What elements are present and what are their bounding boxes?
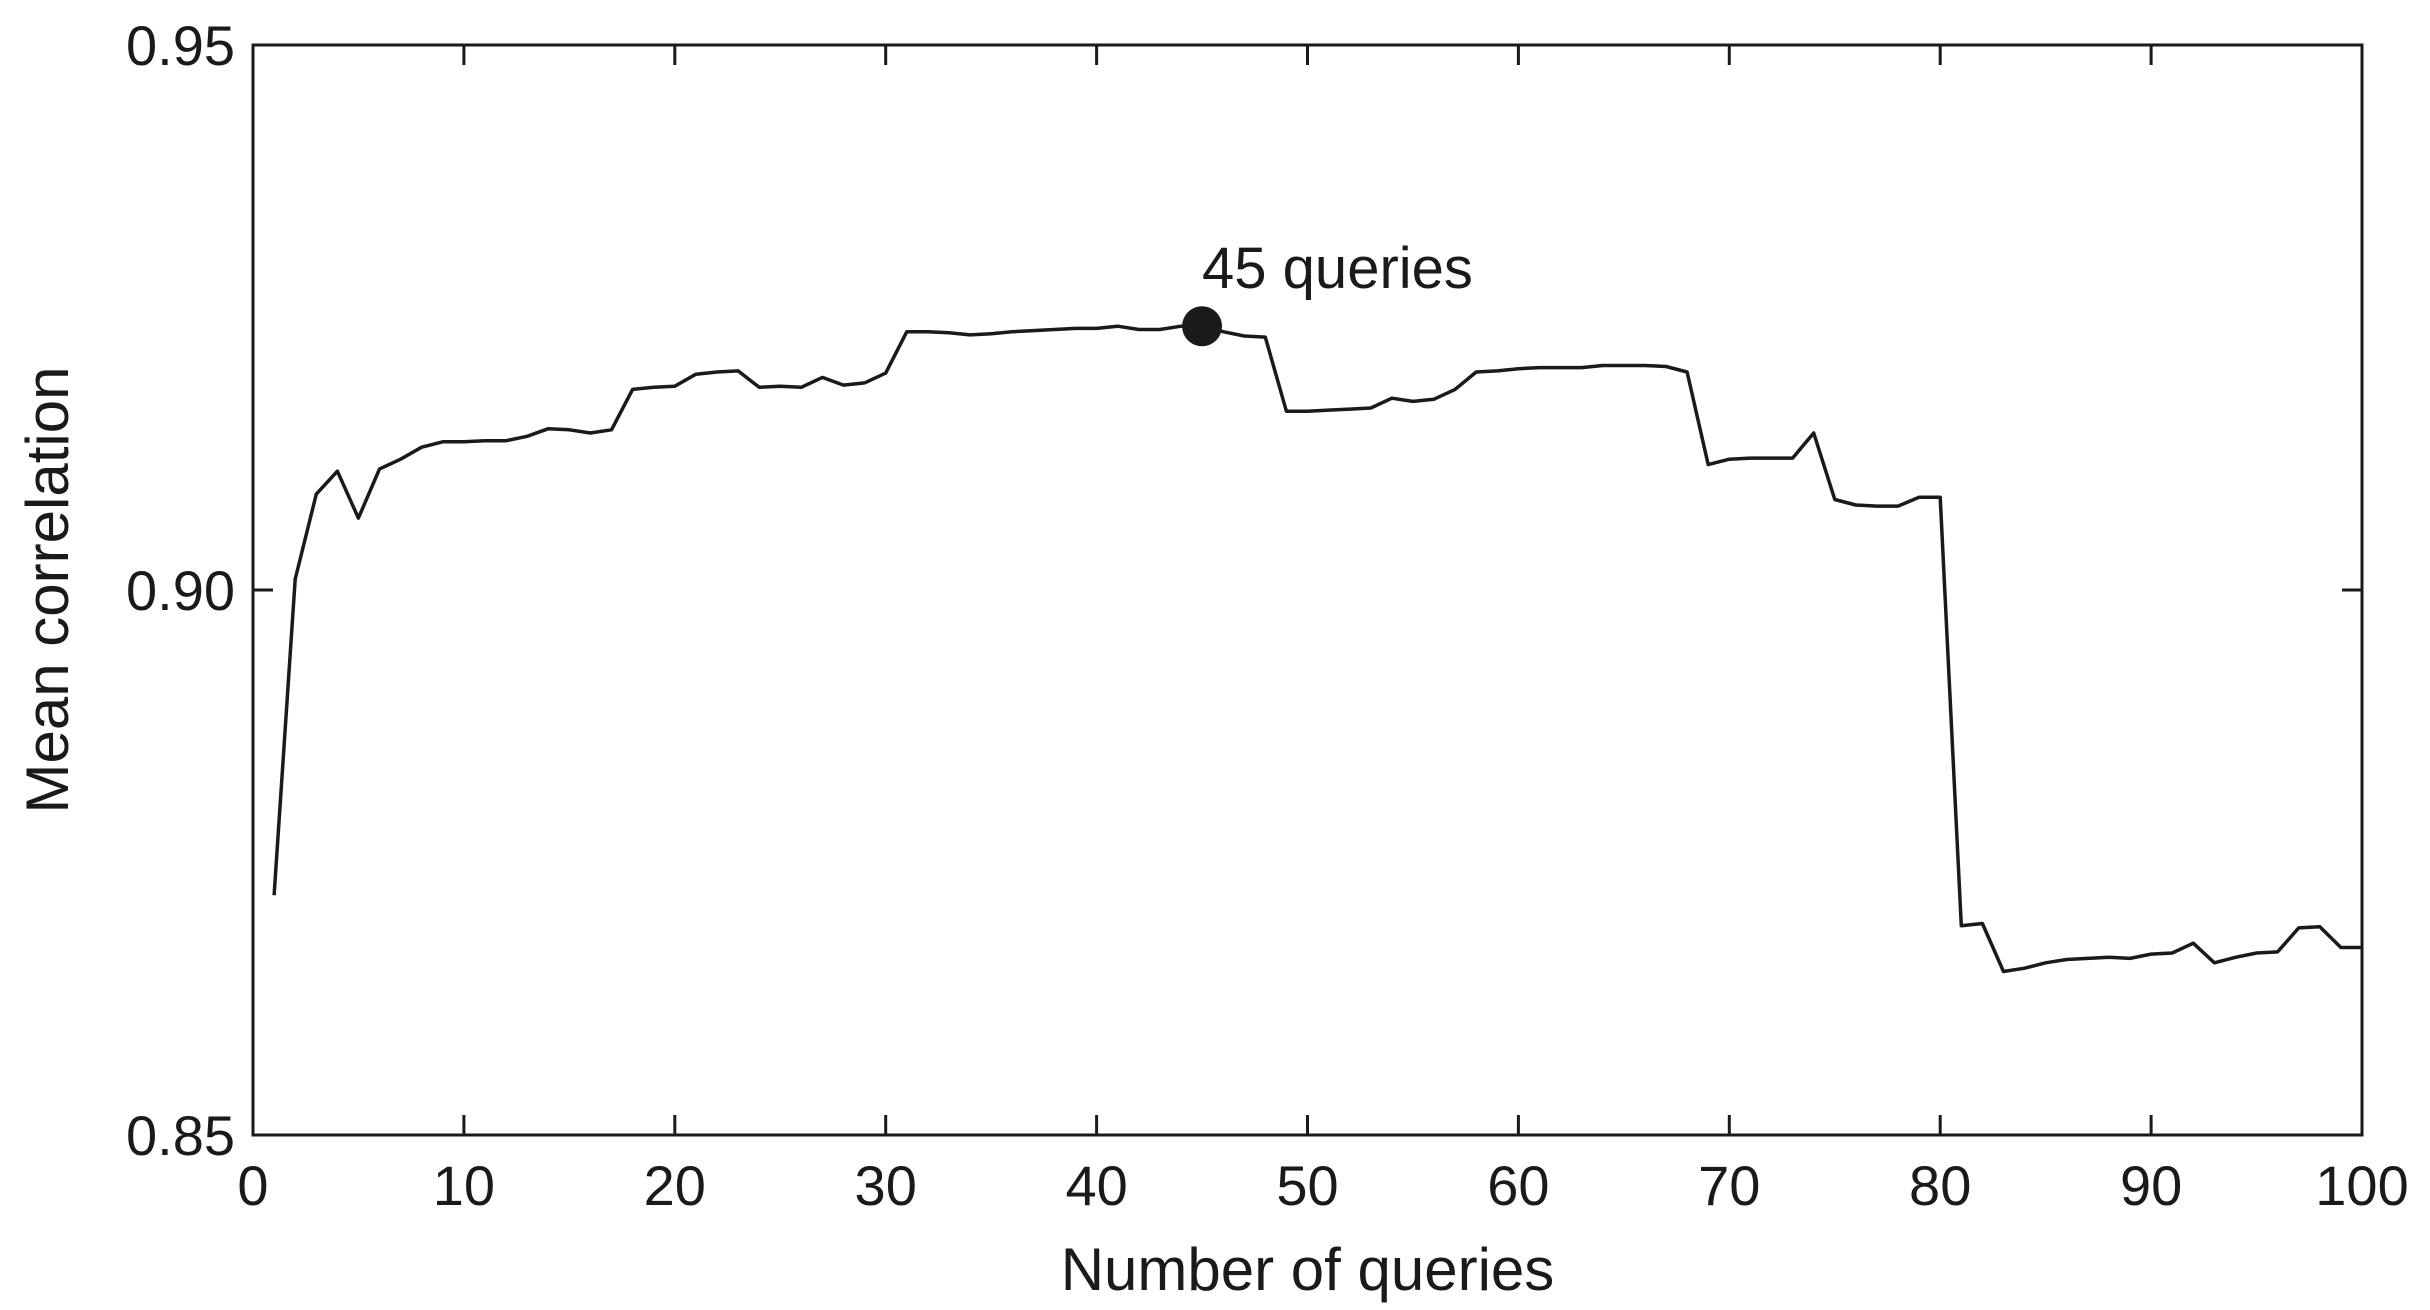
ticks: 0 10 20 30 40 50 60 70 80 90 100 0.85 0.90 0.95 (126, 14, 2409, 1217)
y-tick-label: 0.85 (126, 1104, 235, 1167)
x-tick-label: 70 (1698, 1154, 1760, 1217)
x-tick-label: 30 (855, 1154, 917, 1217)
annotation-marker (1182, 306, 1223, 347)
series-line (272, 324, 2362, 974)
y-axis-label: Mean correlation (14, 367, 81, 814)
plot-frame (251, 43, 2364, 1137)
y-tick-label: 0.90 (126, 559, 235, 622)
x-tick-label: 60 (1487, 1154, 1549, 1217)
x-tick-label: 20 (644, 1154, 706, 1217)
annotation-label: 45 queries (1202, 236, 1473, 301)
x-tick-label: 80 (1909, 1154, 1971, 1217)
x-axis-label: Number of queries (1061, 1236, 1555, 1303)
series (272, 324, 2362, 974)
x-tick-label: 10 (433, 1154, 495, 1217)
x-tick-label: 40 (1065, 1154, 1127, 1217)
axes (251, 43, 2364, 1137)
x-tick-label: 90 (2120, 1154, 2182, 1217)
annotations: 45 queries (1182, 236, 1473, 347)
x-tick-label: 0 (237, 1154, 268, 1217)
x-tick-label: 50 (1276, 1154, 1338, 1217)
x-tick-label: 100 (2315, 1154, 2408, 1217)
y-tick-label: 0.95 (126, 14, 235, 77)
